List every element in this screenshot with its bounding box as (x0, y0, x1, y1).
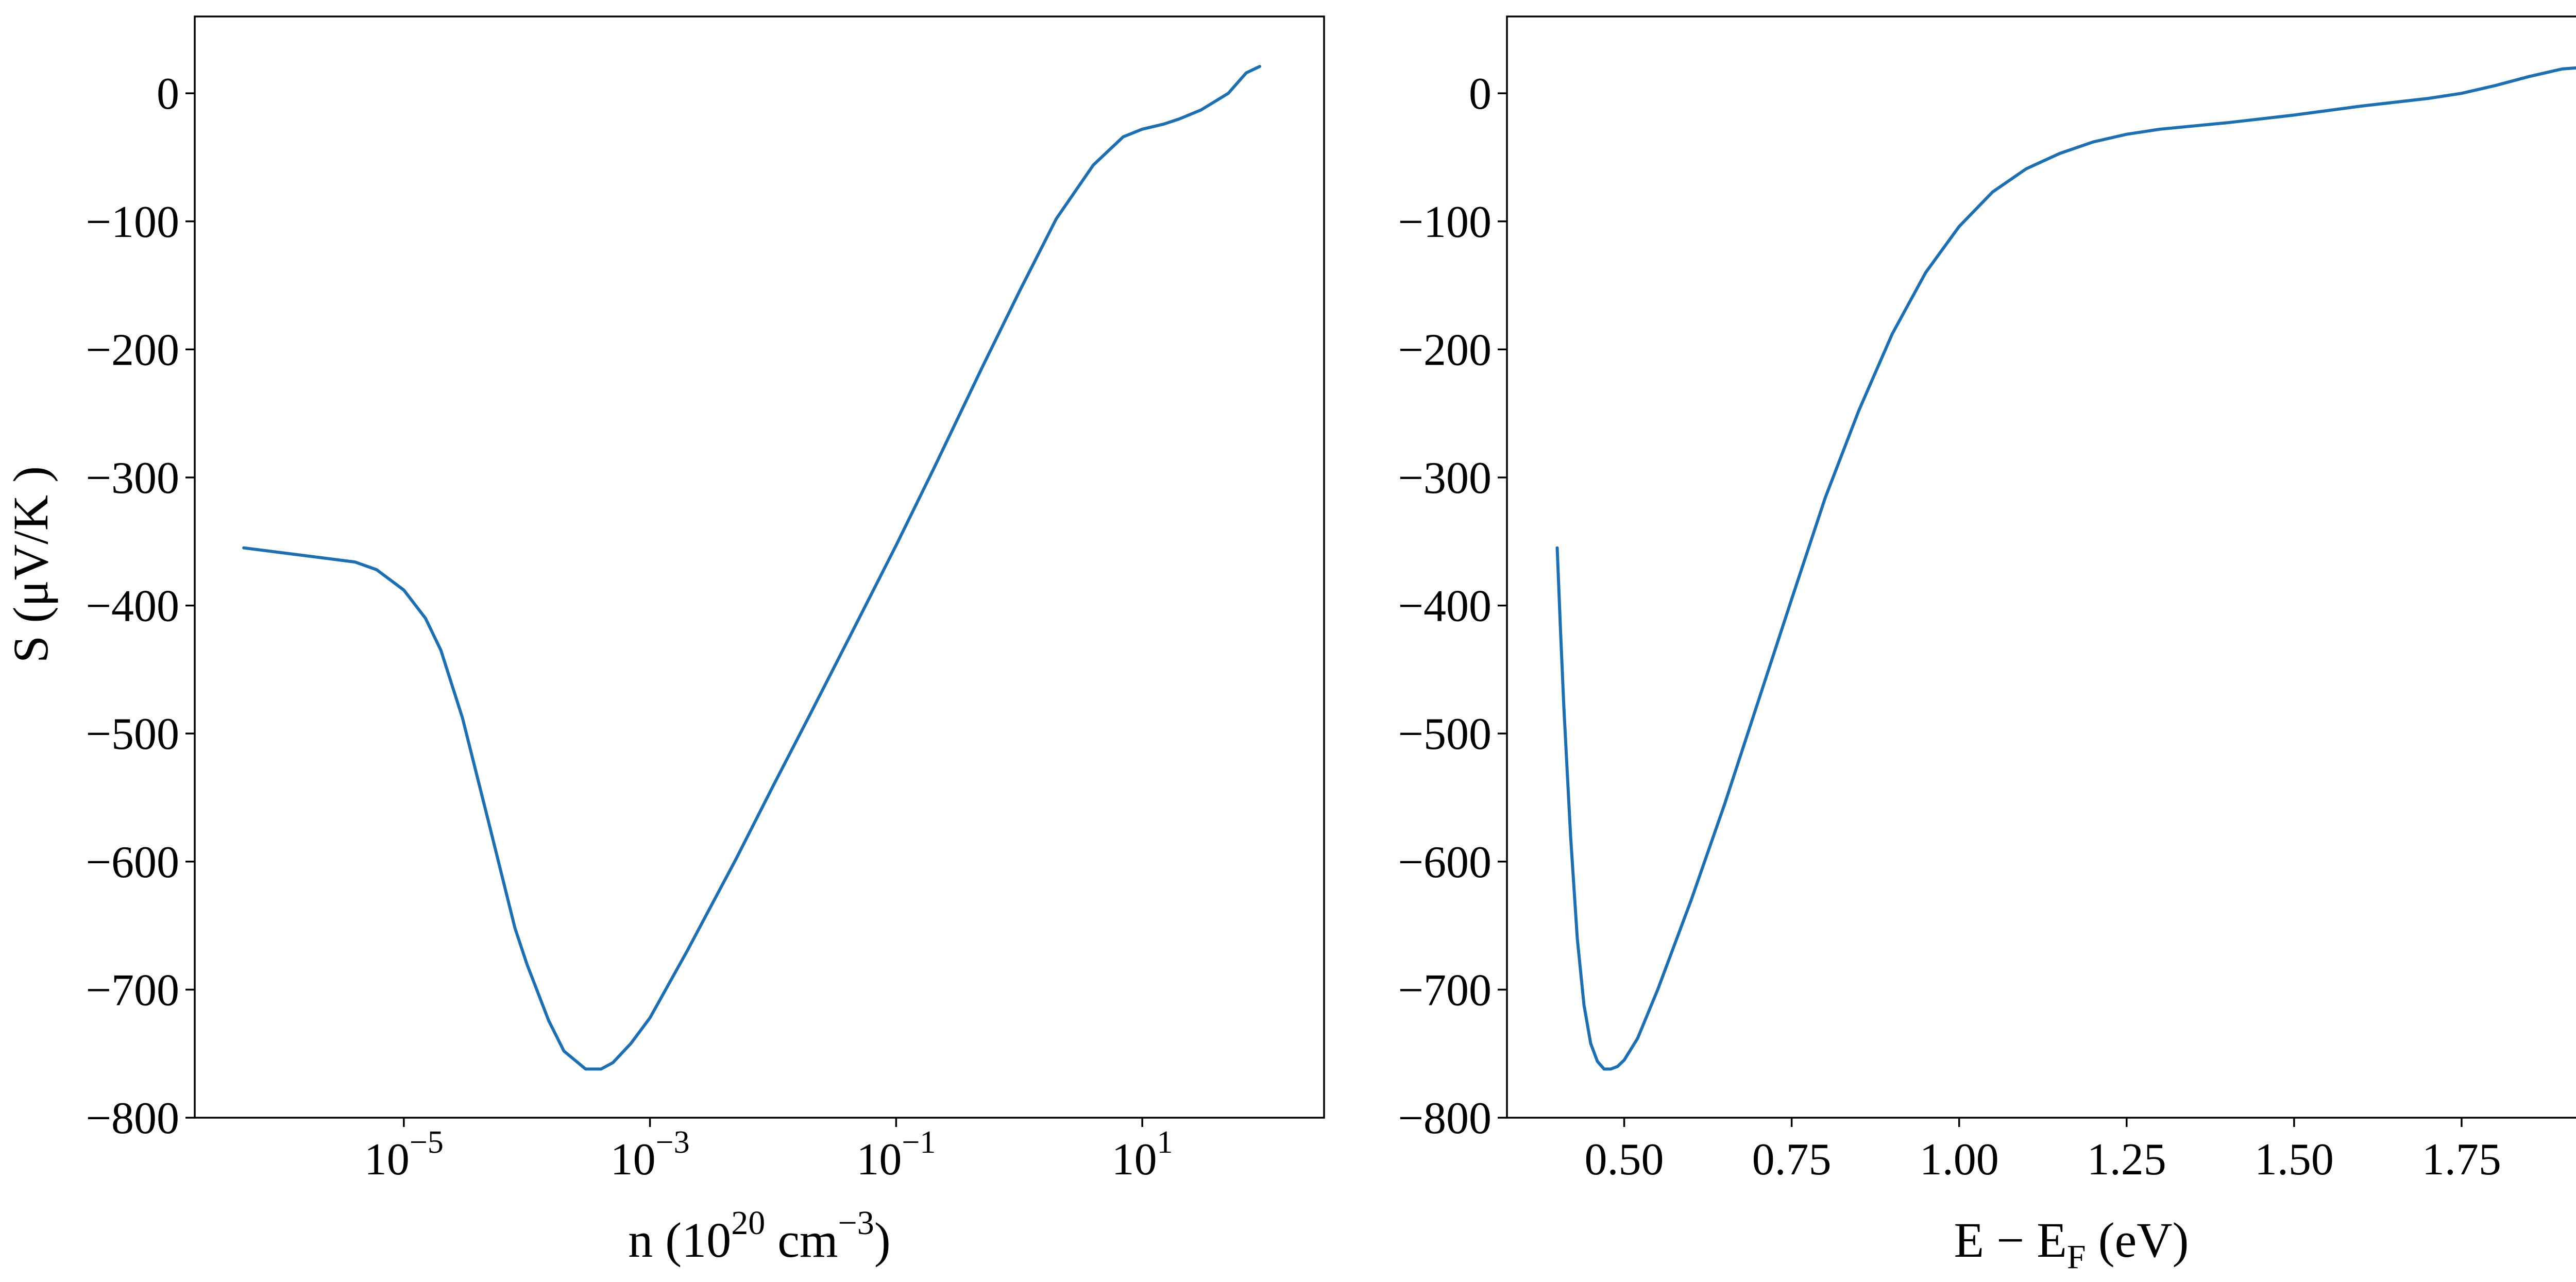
y-tick-label: −100 (86, 197, 179, 247)
x-tick-label: 1.25 (2087, 1135, 2166, 1185)
x-tick-label: 1.75 (2422, 1135, 2501, 1185)
x-tick-label: 10−5 (364, 1125, 444, 1185)
y-tick-label: −200 (86, 325, 179, 375)
y-tick-label: 0 (157, 69, 179, 119)
y-tick-label: −800 (86, 1093, 179, 1143)
x-tick-label: 0.50 (1585, 1135, 1664, 1185)
y-tick-label: −400 (1398, 582, 1492, 631)
axes-frame (1506, 15, 2576, 1119)
x-tick-label: 10−3 (611, 1125, 690, 1185)
x-tick-label: 101 (1112, 1125, 1173, 1185)
y-tick-label: −600 (1398, 837, 1492, 887)
x-axis-label: n (1020 cm−3) (628, 1204, 890, 1268)
y-tick-label: −600 (86, 837, 179, 887)
x-tick-label: 10−1 (856, 1125, 936, 1185)
y-tick-label: −400 (86, 582, 179, 631)
y-tick-label: −700 (86, 965, 179, 1015)
right-panel-seebeck-vs-energy: 0 −100 −200 −300 −400 −500 −600 −700 −800 0.50 0.7… (1398, 15, 2576, 1276)
x-tick-label: 0.75 (1752, 1135, 1832, 1185)
left-panel-seebeck-vs-carrier-concentration: 0 −100 −200 −300 −400 −500 −600 −700 −800 10−5 10−… (3, 15, 1325, 1268)
series-line-0 (242, 65, 1262, 1071)
y-tick-label: −300 (1398, 453, 1492, 503)
y-tick-label: −700 (1398, 965, 1492, 1015)
y-tick-label: −300 (86, 453, 179, 503)
axes-frame (194, 15, 1325, 1119)
y-tick-label: −200 (1398, 325, 1492, 375)
y-axis-label: S (μV/K ) (3, 466, 58, 663)
series-line-0 (1555, 66, 2576, 1071)
x-axis-label: E − EF (eV) (1954, 1212, 2189, 1276)
y-tick-label: 0 (1469, 69, 1492, 119)
y-tick-label: −500 (1398, 709, 1492, 759)
y-tick-label: −500 (86, 709, 179, 759)
y-tick-label: −800 (1398, 1093, 1492, 1143)
y-tick-label: −100 (1398, 197, 1492, 247)
x-tick-label: 1.50 (2255, 1135, 2334, 1185)
x-tick-label: 1.00 (1920, 1135, 1999, 1185)
